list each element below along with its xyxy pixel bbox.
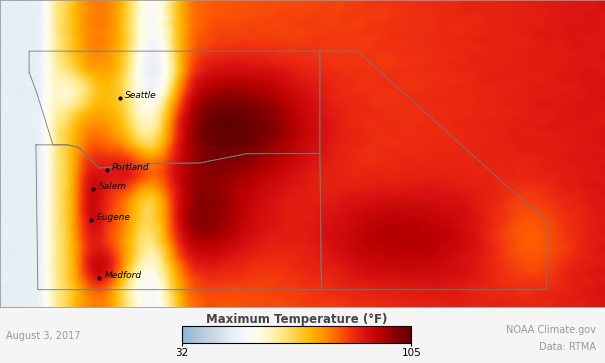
Text: August 3, 2017: August 3, 2017	[6, 331, 80, 341]
Title: Maximum Temperature (°F): Maximum Temperature (°F)	[206, 313, 387, 326]
Text: Seattle: Seattle	[125, 91, 157, 101]
Text: NOAA Climate.gov: NOAA Climate.gov	[506, 325, 596, 335]
Text: Salem: Salem	[99, 183, 127, 192]
Text: Medford: Medford	[105, 272, 142, 281]
Text: Data: RTMA: Data: RTMA	[539, 342, 596, 352]
Text: Eugene: Eugene	[97, 213, 131, 222]
Text: Portland: Portland	[112, 163, 150, 172]
